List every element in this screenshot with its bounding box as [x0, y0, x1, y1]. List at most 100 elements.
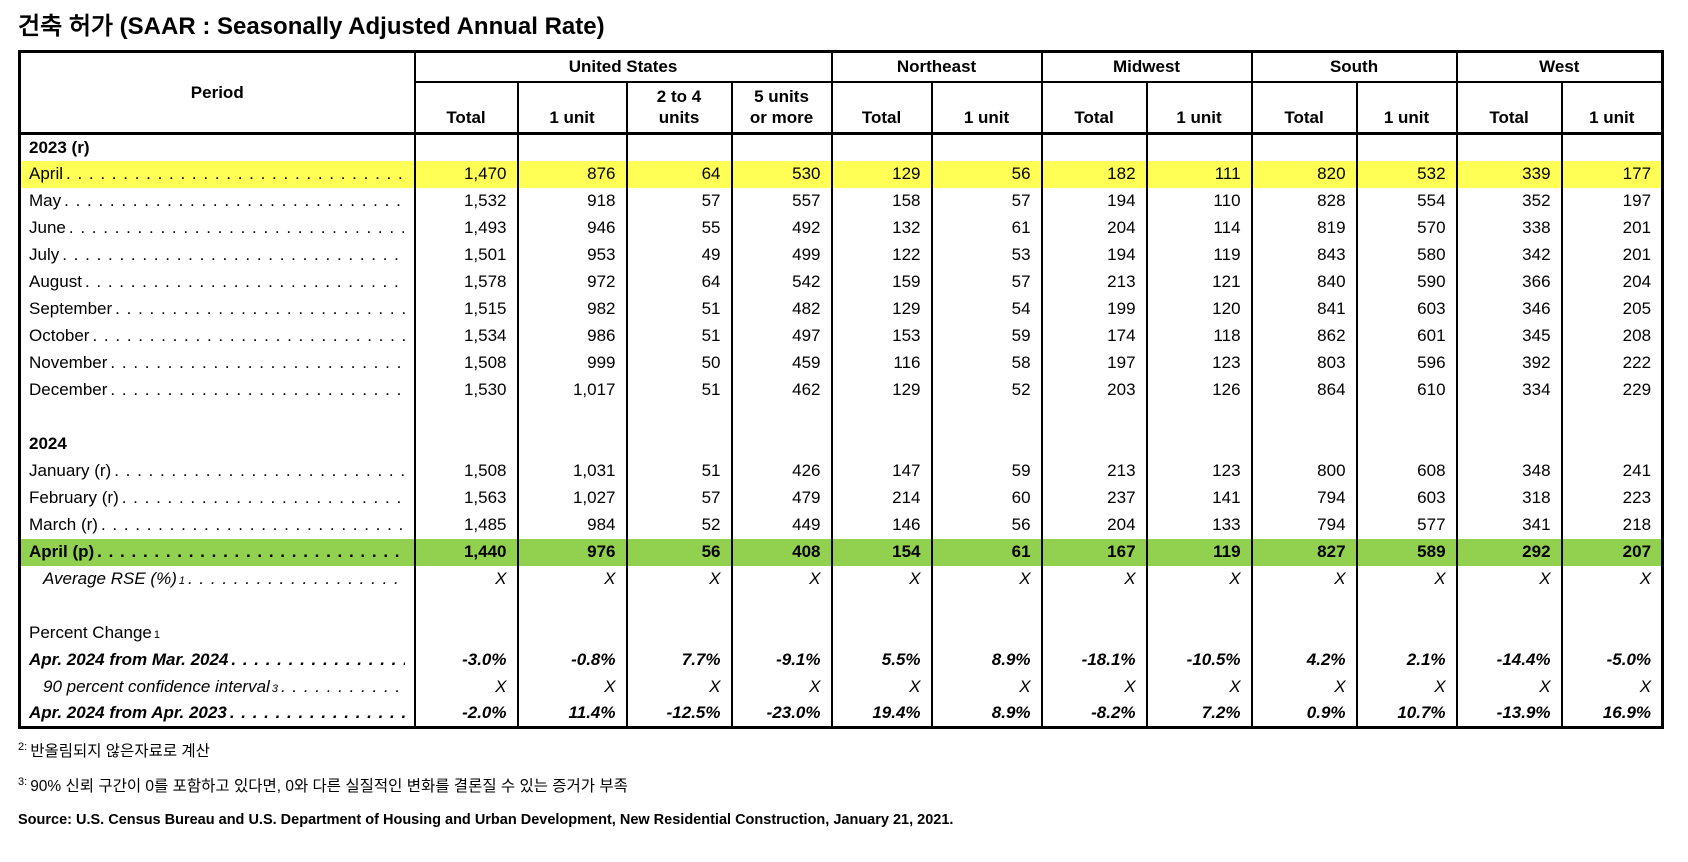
value-cell: 61 [930, 538, 1043, 566]
value-cell: 146 [830, 511, 933, 539]
period-cell: Percent Change 1 [18, 619, 416, 647]
value-cell: 110 [1145, 187, 1253, 215]
value-cell: 8.9% [930, 700, 1043, 728]
value-cell: X [1145, 673, 1253, 701]
value-cell: 557 [730, 187, 833, 215]
value-cell [730, 619, 833, 647]
group-header-midwest: Midwest [1040, 51, 1253, 83]
value-cell: X [1355, 565, 1458, 593]
group-header-northeast: Northeast [830, 51, 1043, 83]
period-label: 90 percent confidence interval [43, 677, 270, 696]
value-cell: 334 [1455, 376, 1563, 404]
table-row: 2023 (r) [18, 133, 1664, 161]
period-label: Apr. 2024 from Mar. 2024 [29, 650, 229, 669]
value-cell [1355, 403, 1458, 431]
table-row: 90 percent confidence interval3XXXXXXXXX… [18, 673, 1664, 701]
value-cell: 828 [1250, 187, 1358, 215]
value-cell: X [830, 565, 933, 593]
value-cell: 346 [1455, 295, 1563, 323]
value-cell [413, 430, 519, 458]
value-cell: -12.5% [625, 700, 733, 728]
value-cell: X [930, 565, 1043, 593]
value-cell: 972 [516, 268, 628, 296]
value-cell: 7.7% [625, 646, 733, 674]
value-cell: 201 [1560, 241, 1664, 269]
period-cell: 2023 (r) [18, 133, 416, 161]
value-cell [730, 133, 833, 161]
value-cell: 59 [930, 457, 1043, 485]
value-cell: 292 [1455, 538, 1563, 566]
value-cell: 953 [516, 241, 628, 269]
value-cell: 1,578 [413, 268, 519, 296]
value-cell: 59 [930, 322, 1043, 350]
value-cell: 542 [730, 268, 833, 296]
value-cell: 345 [1455, 322, 1563, 350]
value-cell: X [1250, 565, 1358, 593]
value-cell: X [1455, 565, 1563, 593]
value-cell [1040, 403, 1148, 431]
value-cell: 392 [1455, 349, 1563, 377]
value-cell: 449 [730, 511, 833, 539]
value-cell: 843 [1250, 241, 1358, 269]
value-cell [1355, 592, 1458, 620]
period-cell: February (r) [18, 484, 416, 512]
value-cell: 182 [1040, 160, 1148, 188]
value-cell: 126 [1145, 376, 1253, 404]
value-cell: X [1560, 673, 1664, 701]
table-row: August 1,57897264542159572131218405903662… [18, 268, 1664, 296]
value-cell [930, 619, 1043, 647]
group-header-south: South [1250, 51, 1458, 83]
value-cell: 794 [1250, 484, 1358, 512]
value-cell: 1,470 [413, 160, 519, 188]
value-cell: 918 [516, 187, 628, 215]
value-cell: 57 [625, 484, 733, 512]
value-cell: 218 [1560, 511, 1664, 539]
value-cell: 120 [1145, 295, 1253, 323]
value-cell: 129 [830, 376, 933, 404]
value-cell: 204 [1560, 268, 1664, 296]
value-cell: 58 [930, 349, 1043, 377]
value-cell [1040, 133, 1148, 161]
value-cell: 482 [730, 295, 833, 323]
value-cell: 229 [1560, 376, 1664, 404]
dot-leader [230, 703, 405, 723]
value-cell [516, 403, 628, 431]
value-cell [830, 430, 933, 458]
value-cell: 204 [1040, 214, 1148, 242]
period-cell: June [18, 214, 416, 242]
value-cell [830, 403, 933, 431]
value-cell [1560, 592, 1664, 620]
dot-leader [231, 650, 404, 670]
value-cell [830, 592, 933, 620]
value-cell: 16.9% [1560, 700, 1664, 728]
value-cell: 603 [1355, 484, 1458, 512]
value-cell: X [730, 673, 833, 701]
value-cell: 118 [1145, 322, 1253, 350]
period-cell: April (p) [18, 538, 416, 566]
value-cell: -13.9% [1455, 700, 1563, 728]
value-cell: 1,501 [413, 241, 519, 269]
value-cell: 55 [625, 214, 733, 242]
period-cell: December [18, 376, 416, 404]
value-cell: 129 [830, 295, 933, 323]
value-cell [1145, 619, 1253, 647]
value-cell: X [730, 565, 833, 593]
value-cell: X [516, 673, 628, 701]
value-cell: 8.9% [930, 646, 1043, 674]
value-cell: -3.0% [413, 646, 519, 674]
value-cell [1560, 619, 1664, 647]
value-cell: 64 [625, 268, 733, 296]
value-cell [516, 592, 628, 620]
value-cell: 141 [1145, 484, 1253, 512]
period-label: Average RSE (%) [43, 569, 177, 588]
value-cell: 2.1% [1355, 646, 1458, 674]
col-header-s-1unit: 1 unit [1355, 81, 1458, 135]
value-cell: 57 [625, 187, 733, 215]
value-cell: 154 [830, 538, 933, 566]
value-cell: 462 [730, 376, 833, 404]
value-cell: 199 [1040, 295, 1148, 323]
value-cell [1040, 619, 1148, 647]
value-cell: 174 [1040, 322, 1148, 350]
period-cell: October [18, 322, 416, 350]
period-cell: September [18, 295, 416, 323]
